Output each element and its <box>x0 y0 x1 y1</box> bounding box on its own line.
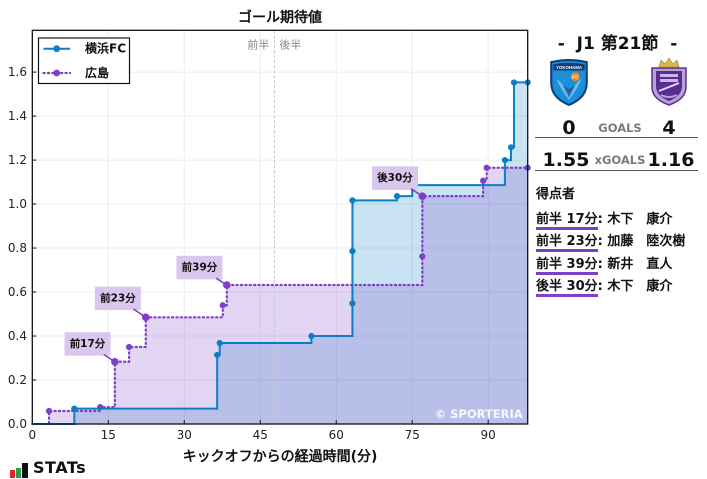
scorer-time: 前半 39分 <box>536 257 598 275</box>
shot-point <box>125 343 133 351</box>
legend-box <box>37 37 131 85</box>
xgoals-row: 1.55 xGOALS 1.16 <box>530 148 707 172</box>
goal-annotation-label: 前17分 <box>70 337 106 350</box>
match-round-title: - J1 第21節 - <box>557 34 678 54</box>
scorer-row: 前半 23分: 加藤 陸次樹 <box>536 233 686 252</box>
y-tick-label: 0.2 <box>8 373 27 387</box>
goal-annotation-pointer <box>103 353 116 363</box>
shot-point <box>483 164 490 171</box>
goal-annotation-pointer <box>215 277 228 286</box>
scorer-row: 前半 39分: 新井 直人 <box>536 256 673 275</box>
bar-chart-icon-green-bar <box>16 468 21 478</box>
series-area-fill-0 <box>32 82 528 424</box>
first-half-label: 前半 <box>247 38 269 52</box>
shot-point <box>419 253 426 260</box>
y-tick-label: 0.8 <box>8 241 27 255</box>
scorer-name: : 木下 康介 <box>597 212 673 227</box>
away-goals: 4 <box>662 117 676 139</box>
y-tick-label: 1.4 <box>8 109 27 123</box>
away-xgoals: 1.16 <box>647 149 695 171</box>
shot-point <box>349 197 356 204</box>
xgoals-divider <box>535 170 698 171</box>
x-tick-label: 30 <box>177 428 192 442</box>
y-tick-label: 0.0 <box>8 417 27 431</box>
goal-annotation-box <box>371 166 418 190</box>
shot-point <box>349 300 356 307</box>
x-tick-label: 45 <box>253 428 268 442</box>
goals-row: 0 GOALS 4 <box>530 116 707 140</box>
yokohama-fc-crest-icon: YOKOHAMA FC <box>550 59 588 106</box>
home-goals: 0 <box>562 117 576 139</box>
goals-divider <box>535 137 698 138</box>
goal-annotation-box <box>94 286 141 311</box>
xgoals-label: xGOALS <box>594 153 646 167</box>
y-tick-label: 1.0 <box>8 197 27 211</box>
scorer-name: : 加藤 陸次樹 <box>597 234 686 249</box>
second-half-label: 後半 <box>279 38 301 52</box>
shot-point <box>214 351 221 359</box>
svg-text:FC: FC <box>572 75 579 80</box>
y-tick-label: 0.6 <box>8 285 27 299</box>
chart-title: ゴール期待値 <box>238 10 322 26</box>
home-xgoals: 1.55 <box>542 149 590 171</box>
shot-point <box>510 79 518 86</box>
legend-marker-1 <box>53 69 61 77</box>
goal-annotation-label: 後30分 <box>376 171 413 184</box>
series-area-fill-1 <box>32 167 528 425</box>
legend-label: 横浜FC <box>85 41 126 56</box>
y-tick-label: 0.4 <box>8 329 27 343</box>
goal-annotation-box <box>64 332 111 356</box>
y-tick-label: 1.2 <box>8 153 27 167</box>
goal-annotation-box <box>176 255 223 280</box>
scorer-row: 後半 30分: 木下 康介 <box>536 278 673 297</box>
scorer-time: 前半 17分 <box>536 212 598 230</box>
x-tick-label: 75 <box>405 428 420 442</box>
shot-point <box>507 144 515 151</box>
x-tick-label: 90 <box>481 428 496 442</box>
shot-point <box>393 193 401 200</box>
goals-label: GOALS <box>598 121 642 135</box>
y-tick-label: 1.6 <box>8 65 27 79</box>
svg-text:YOKOHAMA: YOKOHAMA <box>556 65 583 70</box>
x-axis-label: キックオフからの経過時間(分) <box>182 449 378 465</box>
shot-point <box>216 339 223 347</box>
scorer-row: 前半 17分: 木下 康介 <box>536 211 673 230</box>
goal-annotation-pointer <box>133 308 147 318</box>
x-tick-label: 60 <box>329 428 344 442</box>
shot-point <box>71 405 78 412</box>
shot-point <box>45 407 53 415</box>
brand-label: STATs <box>33 458 87 477</box>
shot-point <box>501 156 509 164</box>
shot-point <box>219 302 226 309</box>
legend-label: 広島 <box>85 65 109 80</box>
scorer-name: : 新井 直人 <box>597 257 673 272</box>
goal-annotation-label: 前39分 <box>182 261 218 274</box>
shot-point <box>308 332 315 340</box>
legend-marker-0 <box>53 45 61 53</box>
sanfrecce-hiroshima-crest-icon <box>651 57 687 106</box>
plot-frame <box>31 29 529 425</box>
goal-annotation-label: 前23分 <box>100 291 136 304</box>
shot-point <box>480 177 487 184</box>
goal-annotation-pointer <box>410 188 423 197</box>
sporteria-watermark: © SPORTERIA <box>435 407 523 421</box>
bar-chart-icon-red-bar <box>10 470 15 478</box>
x-tick-label: 15 <box>101 428 116 442</box>
series-line-0 <box>32 81 528 425</box>
scorer-time: 後半 30分 <box>536 279 598 297</box>
scorers-title: 得点者 <box>536 187 576 202</box>
shot-point <box>349 248 356 255</box>
scorer-name: : 木下 康介 <box>597 279 673 294</box>
x-tick-label: 0 <box>28 428 36 442</box>
bar-chart-icon-black-bar <box>22 463 28 478</box>
scorer-time: 前半 23分 <box>536 234 598 252</box>
